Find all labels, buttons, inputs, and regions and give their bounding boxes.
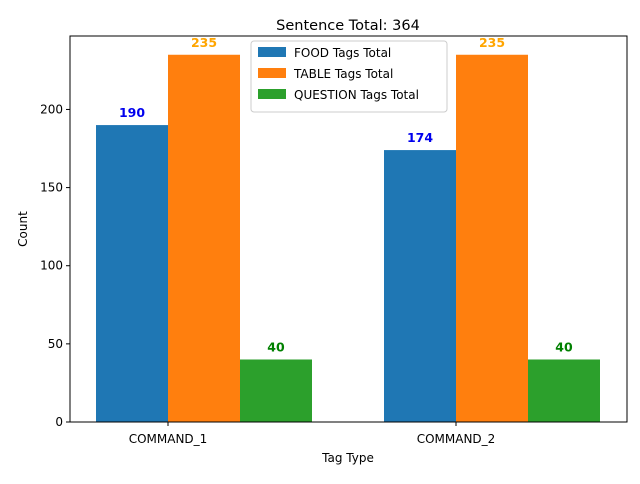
legend-swatch (258, 89, 286, 99)
x-axis-label: Tag Type (321, 451, 374, 465)
x-tick-label: COMMAND_2 (417, 432, 496, 446)
bar-table-tags-total-command_1 (168, 54, 240, 422)
bar-question-tags-total-command_2 (528, 359, 600, 422)
data-label: 190 (119, 105, 145, 120)
bars-layer (96, 54, 600, 423)
y-tick-label: 150 (40, 181, 63, 195)
y-axis: 0 50 100 150 200 (40, 102, 70, 429)
bar-food-tags-total-command_2 (384, 150, 456, 422)
y-tick-label: 50 (48, 337, 63, 351)
bar-question-tags-total-command_1 (240, 359, 312, 422)
y-tick-label: 200 (40, 102, 63, 116)
legend-swatch (258, 68, 286, 78)
legend-swatch (258, 47, 286, 57)
legend-label: TABLE Tags Total (293, 67, 393, 81)
x-tick-label: COMMAND_1 (129, 432, 208, 446)
legend-box (250, 40, 448, 113)
plot-frame (69, 35, 628, 423)
bar-food-tags-total-command_1 (96, 125, 168, 423)
data-label: 235 (479, 35, 505, 50)
data-label: 40 (555, 339, 573, 354)
y-axis-label: Count (16, 211, 30, 247)
x-axis: COMMAND_1 COMMAND_2 (129, 422, 496, 446)
data-label: 40 (267, 339, 285, 354)
legend-label: QUESTION Tags Total (294, 88, 419, 102)
y-tick-label: 0 (55, 415, 63, 429)
data-label: 174 (407, 130, 433, 145)
data-labels-layer: 190 174 235 235 40 40 (119, 35, 573, 355)
data-label: 235 (191, 35, 217, 50)
bar-table-tags-total-command_2 (456, 54, 528, 422)
chart-title: Sentence Total: 364 (276, 18, 420, 34)
legend: FOOD Tags Total TABLE Tags Total QUESTION … (250, 40, 448, 113)
y-tick-label: 100 (40, 259, 63, 273)
legend-label: FOOD Tags Total (294, 46, 391, 60)
